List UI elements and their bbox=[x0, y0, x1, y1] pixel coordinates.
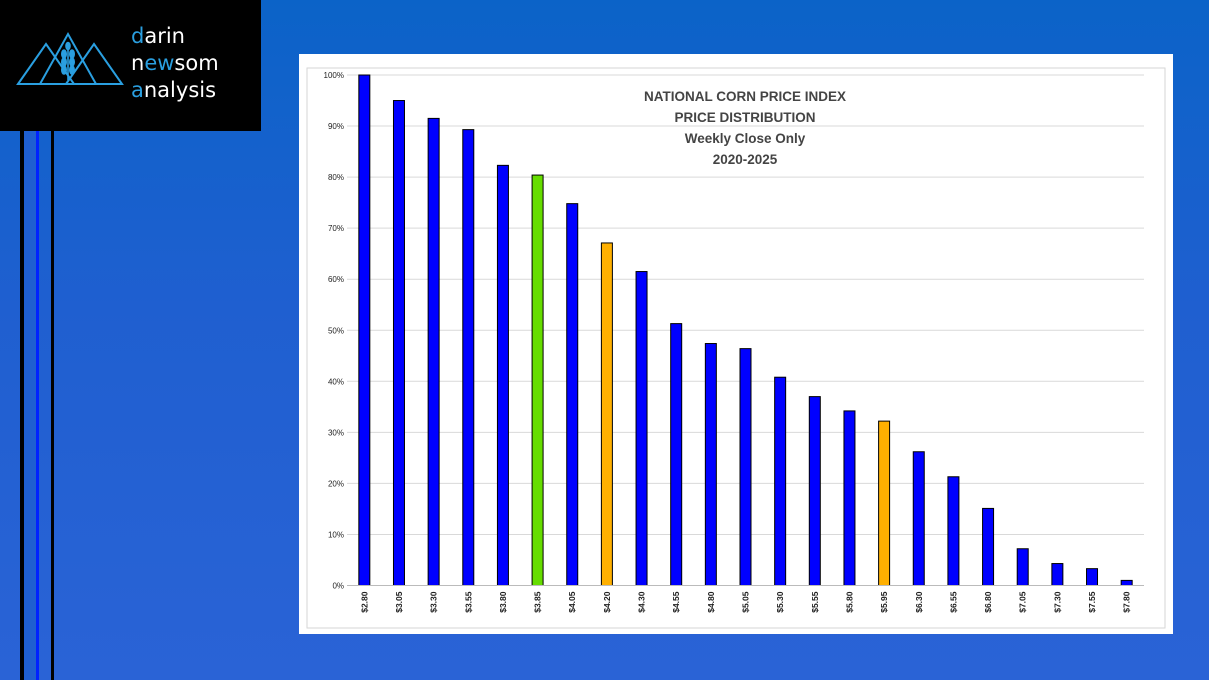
bar-chart: 0%10%20%30%40%50%60%70%80%90%100% $2.80 $… bbox=[306, 67, 1166, 629]
x-tick-label: $5.80 bbox=[844, 591, 854, 613]
logo: darin newsom analysis bbox=[0, 0, 261, 131]
x-tick-label: $5.55 bbox=[810, 591, 820, 613]
x-tick-label: $5.05 bbox=[741, 591, 751, 613]
bar bbox=[1016, 548, 1029, 586]
bar bbox=[704, 343, 717, 587]
y-tick-label: 60% bbox=[328, 275, 344, 284]
chart-title-line-1: NATIONAL CORN PRICE INDEX bbox=[644, 89, 846, 104]
x-axis-ticks: $2.80 $3.05 $3.30 $3.55 $3.80 $3.85 $4.05 $4.20… bbox=[359, 591, 1131, 613]
x-tick-label: $4.20 bbox=[602, 591, 612, 613]
x-tick-label: $7.30 bbox=[1052, 591, 1062, 613]
x-tick-label: $6.80 bbox=[983, 591, 993, 613]
bar bbox=[774, 376, 787, 586]
y-tick-label: 80% bbox=[328, 173, 344, 182]
bar bbox=[496, 164, 509, 587]
y-axis-ticks: 0% 10% 20% 30% 40% 50% 60% 70% 80% 90% 100% bbox=[324, 71, 344, 591]
bar bbox=[358, 74, 371, 586]
chart-title-line-3: Weekly Close Only bbox=[685, 131, 806, 146]
bar bbox=[600, 242, 613, 586]
bar bbox=[878, 420, 891, 586]
x-tick-label: $4.30 bbox=[637, 591, 647, 613]
x-tick-label: $7.80 bbox=[1122, 591, 1132, 613]
chart-title-line-4: 2020-2025 bbox=[713, 152, 778, 167]
logo-text-line-1: darin bbox=[131, 24, 185, 48]
x-tick-label: $6.55 bbox=[948, 591, 958, 613]
bar bbox=[427, 117, 440, 587]
bar bbox=[912, 451, 925, 586]
bar bbox=[1086, 568, 1099, 587]
bar bbox=[566, 203, 579, 586]
bar bbox=[635, 271, 648, 586]
x-tick-label: $2.80 bbox=[359, 591, 369, 613]
bar bbox=[531, 174, 544, 586]
logo-text-line-2: newsom bbox=[131, 51, 219, 75]
x-tick-label: $6.30 bbox=[914, 591, 924, 613]
x-tick-label: $7.55 bbox=[1087, 591, 1097, 613]
bar bbox=[1051, 563, 1064, 586]
y-tick-label: 90% bbox=[328, 122, 344, 131]
x-tick-label: $5.95 bbox=[879, 591, 889, 613]
y-tick-label: 20% bbox=[328, 479, 344, 488]
bar bbox=[739, 348, 752, 586]
bars bbox=[358, 74, 1133, 587]
x-tick-label: $4.55 bbox=[671, 591, 681, 613]
y-tick-label: 10% bbox=[328, 530, 344, 539]
x-tick-label: $3.85 bbox=[533, 591, 543, 613]
x-tick-label: $3.80 bbox=[498, 591, 508, 613]
x-tick-label: $7.05 bbox=[1018, 591, 1028, 613]
bar bbox=[670, 323, 683, 586]
bar bbox=[392, 100, 405, 587]
y-tick-label: 70% bbox=[328, 224, 344, 233]
y-tick-label: 40% bbox=[328, 377, 344, 386]
chart-panel: 0% 10% 20% 30% 40% 50% 60% 70% 80% 90% 100% $2.80 $… bbox=[299, 54, 1173, 634]
x-tick-label: $5.30 bbox=[775, 591, 785, 613]
x-tick-label: $3.05 bbox=[394, 591, 404, 613]
x-tick-label: $3.30 bbox=[429, 591, 439, 613]
bar bbox=[843, 410, 856, 586]
plot-border bbox=[306, 67, 1166, 629]
y-tick-label: 50% bbox=[328, 326, 344, 335]
x-tick-label: $4.80 bbox=[706, 591, 716, 613]
gridlines bbox=[347, 74, 1144, 535]
logo-text-line-3: analysis bbox=[131, 78, 217, 102]
y-tick-label: 30% bbox=[328, 428, 344, 437]
x-tick-label: $3.55 bbox=[463, 591, 473, 613]
chart-title-line-2: PRICE DISTRIBUTION bbox=[674, 110, 815, 125]
bar bbox=[947, 476, 960, 586]
mountain-wheat-icon bbox=[16, 31, 124, 85]
decorative-vertical-lines bbox=[20, 131, 54, 680]
y-tick-label: 0% bbox=[332, 582, 344, 591]
bar bbox=[982, 507, 995, 586]
bar bbox=[808, 396, 821, 586]
y-tick-label: 100% bbox=[324, 71, 344, 80]
bar bbox=[1120, 579, 1133, 587]
bar bbox=[462, 129, 475, 586]
x-tick-label: $4.05 bbox=[567, 591, 577, 613]
